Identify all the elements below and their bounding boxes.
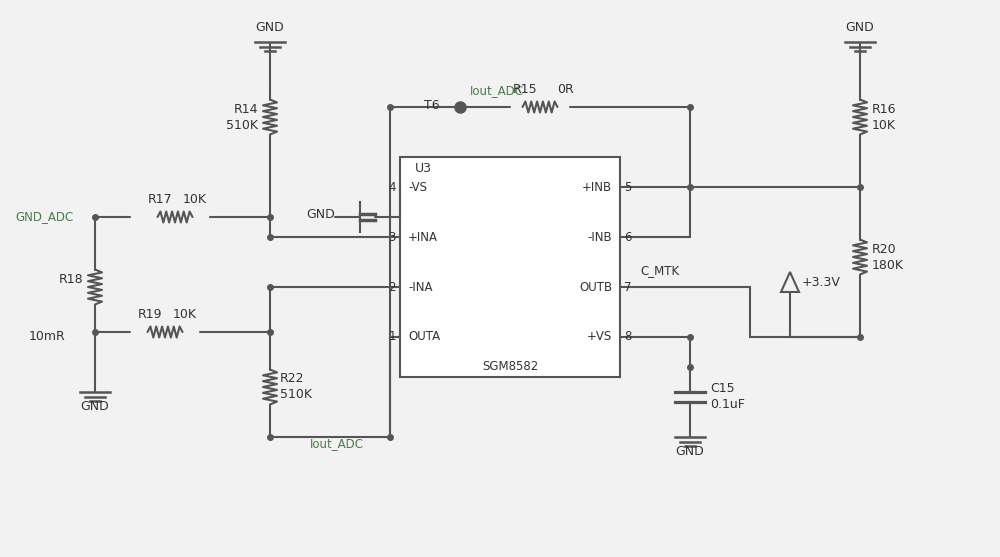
Text: 510K: 510K xyxy=(280,388,312,402)
Text: 0.1uF: 0.1uF xyxy=(710,398,745,412)
Text: 180K: 180K xyxy=(872,258,904,271)
Text: 3: 3 xyxy=(389,231,396,243)
Text: 2: 2 xyxy=(389,281,396,294)
Text: OUTB: OUTB xyxy=(579,281,612,294)
Text: -VS: -VS xyxy=(408,180,427,193)
Text: GND: GND xyxy=(81,400,109,413)
Text: 10K: 10K xyxy=(872,119,896,131)
Text: +VS: +VS xyxy=(587,330,612,344)
Text: R20: R20 xyxy=(872,242,897,256)
Text: GND: GND xyxy=(256,21,284,34)
Text: +3.3V: +3.3V xyxy=(802,276,841,289)
Text: OUTA: OUTA xyxy=(408,330,440,344)
Text: 8: 8 xyxy=(624,330,631,344)
Text: GND: GND xyxy=(676,445,704,458)
Text: +INB: +INB xyxy=(582,180,612,193)
Text: R16: R16 xyxy=(872,102,896,115)
Text: Iout_ADC: Iout_ADC xyxy=(470,84,524,97)
Text: 7: 7 xyxy=(624,281,632,294)
Text: 0R: 0R xyxy=(557,83,573,96)
Text: R17: R17 xyxy=(148,193,172,206)
Text: 510K: 510K xyxy=(226,119,258,131)
Text: SGM8582: SGM8582 xyxy=(482,360,538,373)
Text: 1: 1 xyxy=(389,330,396,344)
Text: R22: R22 xyxy=(280,373,305,385)
Text: GND_ADC: GND_ADC xyxy=(15,211,73,223)
Text: -INB: -INB xyxy=(587,231,612,243)
Text: U3: U3 xyxy=(415,162,432,175)
Text: R14: R14 xyxy=(234,102,258,115)
Text: R15: R15 xyxy=(513,83,537,96)
Text: R18: R18 xyxy=(58,272,83,286)
Text: 4: 4 xyxy=(389,180,396,193)
Text: +INA: +INA xyxy=(408,231,438,243)
Text: T6: T6 xyxy=(424,99,440,111)
Text: GND: GND xyxy=(846,21,874,34)
Text: C_MTK: C_MTK xyxy=(640,264,679,277)
Text: -INA: -INA xyxy=(408,281,432,294)
Text: 5: 5 xyxy=(624,180,631,193)
Text: GND: GND xyxy=(306,208,335,221)
Text: C15: C15 xyxy=(710,383,735,395)
Bar xyxy=(400,157,620,377)
Text: 10K: 10K xyxy=(173,308,197,321)
Text: 10K: 10K xyxy=(183,193,207,206)
Text: 10mR: 10mR xyxy=(28,330,65,344)
Text: R19: R19 xyxy=(138,308,162,321)
Text: Iout_ADC: Iout_ADC xyxy=(310,437,364,451)
Text: 6: 6 xyxy=(624,231,632,243)
